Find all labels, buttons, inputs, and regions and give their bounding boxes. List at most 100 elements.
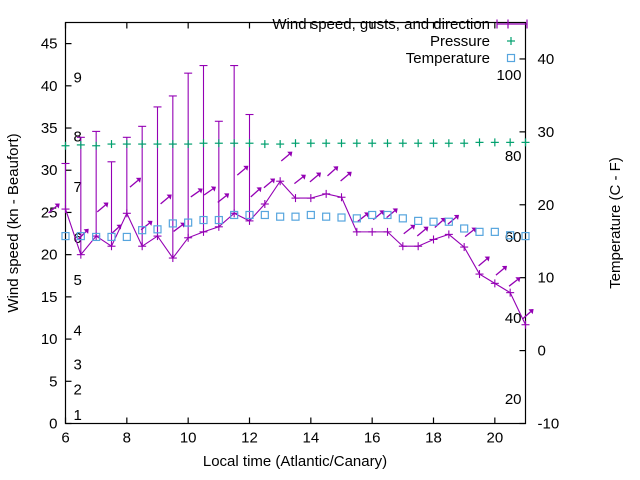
temperature-point [368,210,377,220]
y2-celsius-label: 0 [538,343,546,360]
y2-celsius-label: 20 [538,197,555,214]
temperature-point [414,216,423,225]
y-tick-label: 0 [49,416,57,433]
wind-direction-arrow [327,166,339,177]
wind-direction-arrow [434,217,446,228]
beaufort-label: 7 [74,179,82,196]
pressure-point [460,139,469,148]
y-tick-label: 20 [41,247,58,264]
temperature-point [506,231,515,240]
pressure-markers [61,138,530,150]
x-tick-label: 12 [241,430,258,447]
beaufort-label: 5 [74,272,82,289]
y2-fahrenheit-label: 20 [505,391,522,408]
pressure-point [184,140,193,149]
beaufort-label: 2 [74,382,82,399]
temperature-point [184,218,193,227]
temperature-point [490,227,499,236]
legend-swatch-temperature [506,53,516,63]
temperature-point [122,232,131,242]
pressure-point [475,138,484,147]
wind-direction-arrow [403,224,416,235]
y-tick-label: 5 [49,373,57,390]
wind-direction-arrow [203,186,217,196]
temperature-point [322,212,331,221]
wind-direction-arrow [236,165,249,176]
legend: Wind speed, gusts, and direction Pressur… [272,16,528,67]
y-tick-label: 35 [41,120,58,137]
temperature-point [337,213,346,222]
wind-direction-arrow [250,187,262,198]
temperature-point [61,231,70,241]
y2-celsius-label: -10 [538,416,560,433]
legend-label-pressure: Pressure [430,33,490,50]
temperature-point [460,224,469,233]
temperature-point [291,212,300,221]
x-axis-ticks: 6 8 10 12 14 16 18 20 [61,22,503,447]
temperature-point [398,214,407,223]
y-tick-label: 10 [41,331,58,348]
pressure-point [260,140,269,149]
pressure-point [306,139,315,148]
wind-direction-arrow [340,171,352,182]
wind-direction-arrow [160,194,172,205]
wind-direction-arrow [263,178,276,189]
wind-direction-arrow [190,188,203,198]
pressure-point [506,138,515,147]
wind-direction-arrow [129,177,142,188]
pressure-point [76,140,85,149]
wind-direction-arrow [464,227,477,238]
temperature-point [153,225,162,234]
temperature-point [199,215,208,225]
beaufort-label: 9 [74,69,82,86]
wind-direction-arrow [508,277,521,287]
wind-direction-arrows [48,151,534,320]
y2-fahrenheit-label: 80 [505,148,522,165]
pressure-point [138,140,147,149]
y-axis-right-celsius-ticks: -10 0 10 20 30 40 [519,51,560,433]
wind-direction-arrow [110,224,122,235]
y2-celsius-label: 30 [538,124,555,141]
temperature-point [352,214,361,223]
pressure-point [444,139,453,148]
wind-direction-arrow [495,265,508,276]
wind-direction-arrow [173,222,186,232]
wind-direction-arrow [48,203,60,214]
pressure-point [429,139,438,148]
wind-direction-arrow [140,220,153,231]
temperature-point [76,231,85,241]
pressure-point [368,139,377,148]
y-tick-label: 30 [41,162,58,179]
wind-direction-arrow [416,226,429,237]
wind-direction-arrow [522,309,534,320]
x-tick-label: 6 [61,430,69,447]
temperature-point [168,219,177,228]
temperature-point [245,210,254,220]
temperature-point [276,212,285,221]
pressure-point [199,139,208,148]
y2-fahrenheit-label: 100 [496,67,521,84]
temperature-point [429,217,438,226]
wind-direction-arrow [217,193,230,203]
temperature-point [214,215,223,225]
pressure-point [337,139,346,148]
y-tick-label: 40 [41,78,58,95]
wind-direction-arrow [357,212,370,222]
pressure-point [521,138,530,147]
pressure-point [92,141,101,150]
y-axis-right-title: Temperature (C - F) [607,157,624,289]
legend-swatch-pressure [507,37,515,45]
legend-label-wind: Wind speed, gusts, and direction [272,16,490,33]
temperature-point [306,210,315,220]
plot-frame [64,21,527,425]
y-axis-left-title: Wind speed (kn - Beaufort) [5,133,22,312]
wind-direction-arrow [96,202,109,213]
y-tick-label: 15 [41,289,58,306]
wind-speed-line [64,180,526,325]
beaufort-label: 1 [74,407,82,424]
pressure-point [61,141,70,150]
pressure-point [214,139,223,148]
wind-direction-arrow [478,256,490,267]
